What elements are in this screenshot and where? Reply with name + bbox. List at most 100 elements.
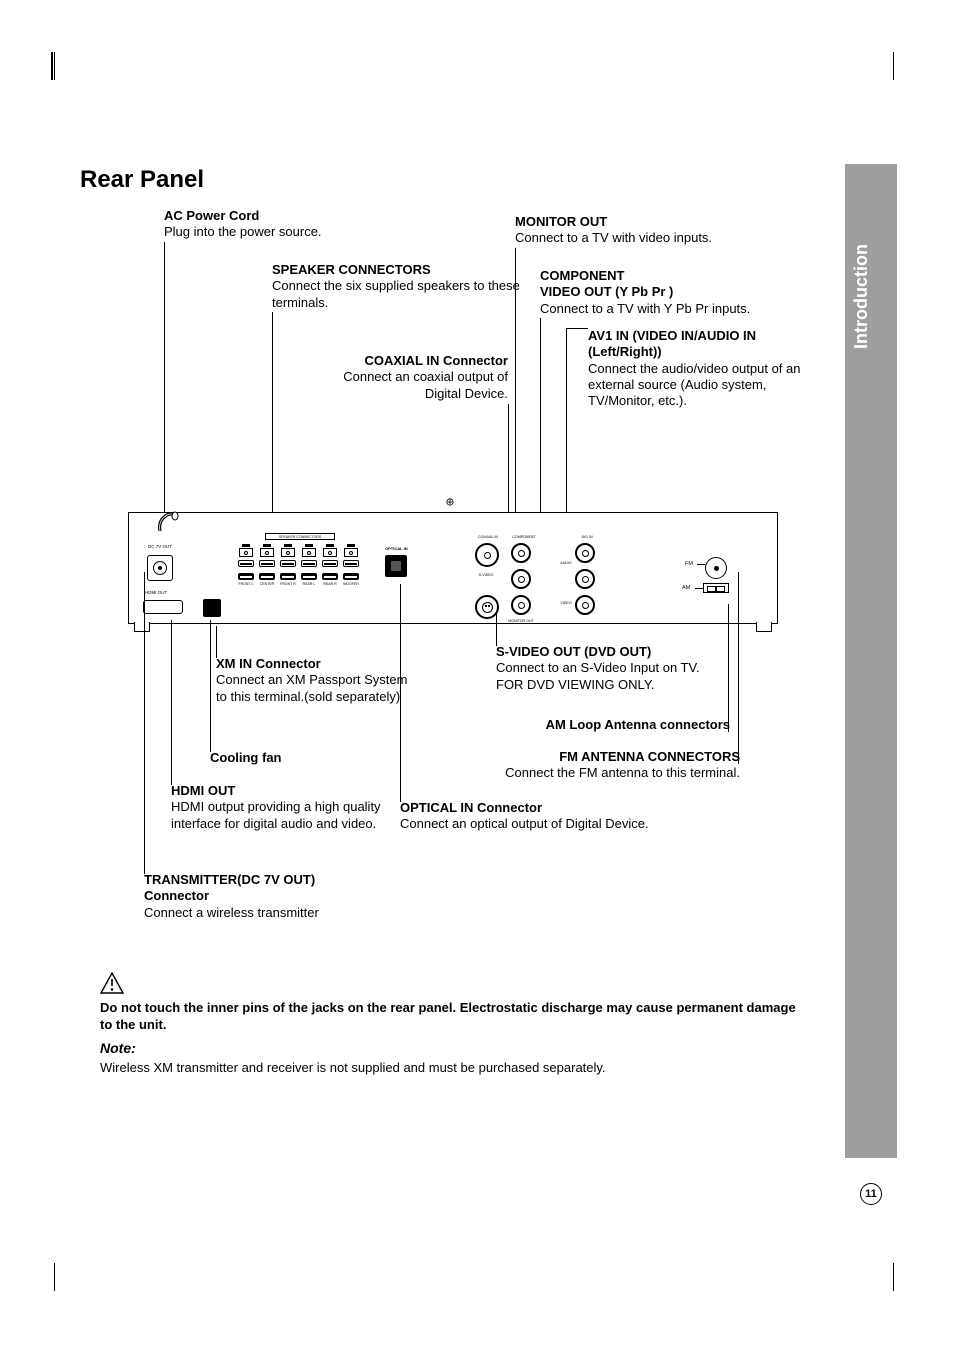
audio-label: AUDIO — [557, 561, 575, 565]
av1-label: AV1 IN — [573, 535, 601, 539]
spk-col-0: FRONT L — [239, 582, 254, 588]
spk-col-1: CENTER — [260, 582, 274, 588]
callout-fm: FM ANTENNA CONNECTORS Connect the FM ant… — [460, 749, 740, 782]
callout-monitor-out: MONITOR OUT Connect to a TV with video i… — [515, 214, 795, 247]
leader-am — [728, 604, 729, 732]
fm-title: FM ANTENNA CONNECTORS — [559, 749, 740, 764]
leader-tx — [144, 572, 145, 874]
component-pb-jack — [511, 569, 531, 589]
callout-hdmi: HDMI OUT HDMI output providing a high qu… — [171, 783, 391, 832]
component-title2: VIDEO OUT (Y Pb Pr ) — [540, 284, 673, 299]
am-terminals — [703, 583, 729, 593]
crop-mark-br — [866, 1263, 894, 1291]
optical-label: OPTICAL IN — [385, 546, 408, 551]
spk-col-2: FRONT R — [280, 582, 296, 588]
warning-icon — [100, 972, 124, 994]
callout-av1: AV1 IN (VIDEO IN/AUDIO IN (Left/Right)) … — [588, 328, 808, 409]
tx-body: Connect a wireless transmitter — [144, 905, 319, 920]
cooling-fan-icon — [203, 599, 221, 617]
side-tab-label: Introduction — [851, 244, 872, 349]
coax-jack — [475, 543, 499, 567]
av1-cluster: AV1 IN AUDIO VIDEO — [561, 539, 645, 625]
crop-mark-tr — [866, 52, 894, 80]
dc7v-jack — [147, 555, 173, 581]
rear-panel-diagram: DC 7V OUT HDMI OUT SPEAKER CONNECTORS FR… — [128, 498, 778, 638]
optical-body: Connect an optical output of Digital Dev… — [400, 816, 649, 831]
page-number: 11 — [860, 1183, 882, 1205]
monitor-title: MONITOR OUT — [515, 214, 607, 229]
callout-coax: COAXIAL IN Connector Connect an coaxial … — [304, 353, 508, 402]
side-tab: Introduction — [845, 164, 897, 1158]
leader-av1-h — [566, 328, 588, 329]
optical-jack — [385, 555, 407, 577]
panel-body: DC 7V OUT HDMI OUT SPEAKER CONNECTORS FR… — [128, 512, 778, 624]
panel-foot-r — [756, 622, 772, 632]
speaker-title: SPEAKER CONNECTORS — [272, 262, 431, 277]
note-label: Note: — [100, 1040, 136, 1056]
am-line — [695, 588, 703, 589]
power-cord-icon — [155, 509, 179, 533]
jack-cluster: COAXIAL IN S-VIDEO COMPONENT MONITOR OUT — [475, 539, 545, 625]
leader-fm — [738, 572, 739, 764]
callout-xm: XM IN Connector Connect an XM Passport S… — [216, 656, 416, 705]
leader-ac-power — [164, 242, 165, 514]
speaker-header: SPEAKER CONNECTORS — [265, 533, 335, 540]
leader-hdmi — [171, 620, 172, 785]
callout-ac-power: AC Power Cord Plug into the power source… — [164, 208, 424, 241]
panel-foot-l — [134, 622, 150, 632]
optical-title: OPTICAL IN Connector — [400, 800, 542, 815]
av1-audio-l-jack — [575, 543, 595, 563]
svideo-title: S-VIDEO OUT (DVD OUT) — [496, 644, 651, 659]
av1-body: Connect the audio/video output of an ext… — [588, 361, 801, 409]
antenna-block: FM AM — [685, 547, 765, 607]
fm-line — [697, 564, 705, 565]
speaker-body: Connect the six supplied speakers to the… — [272, 278, 520, 309]
component-y-jack — [511, 543, 531, 563]
svideo-label: S-VIDEO — [469, 573, 503, 577]
fm-coax-jack — [705, 557, 727, 579]
am-title: AM Loop Antenna connectors — [546, 717, 730, 732]
fan-title: Cooling fan — [210, 750, 282, 765]
crop-mark-bl — [54, 1263, 82, 1291]
spk-col-4: REAR R — [323, 582, 336, 588]
ac-power-body: Plug into the power source. — [164, 224, 322, 239]
callout-tx: TRANSMITTER(DC 7V OUT) Connector Connect… — [144, 872, 424, 921]
hdmi-label: HDMI OUT — [145, 590, 167, 595]
component-pr-jack — [511, 595, 531, 615]
spk-col-3: REAR L — [303, 582, 316, 588]
leader-svideo — [496, 614, 497, 646]
speaker-connectors-block: SPEAKER CONNECTORS FRONT L CENTER FRONT … — [237, 541, 361, 603]
ac-power-title: AC Power Cord — [164, 208, 259, 223]
av1-title2: (Left/Right)) — [588, 344, 662, 359]
callout-am: AM Loop Antenna connectors — [466, 717, 730, 733]
spk-col-5: WOOFER — [343, 582, 359, 588]
av1-title1: AV1 IN (VIDEO IN/AUDIO IN — [588, 328, 756, 343]
component-label: COMPONENT — [505, 535, 543, 539]
video-label: VIDEO — [557, 601, 575, 605]
am-label: AM — [682, 585, 690, 591]
callout-svideo: S-VIDEO OUT (DVD OUT) Connect to an S-Vi… — [496, 644, 730, 693]
monitor-body: Connect to a TV with video inputs. — [515, 230, 712, 245]
callout-optical: OPTICAL IN Connector Connect an optical … — [400, 800, 720, 833]
leader-xm — [216, 626, 217, 658]
callout-component: COMPONENT VIDEO OUT (Y Pb Pr ) Connect t… — [540, 268, 800, 317]
fm-body: Connect the FM antenna to this terminal. — [505, 765, 740, 780]
leader-optical — [400, 584, 401, 802]
callout-fan: Cooling fan — [210, 750, 360, 766]
coax-title: COAXIAL IN Connector — [365, 353, 509, 368]
component-title1: COMPONENT — [540, 268, 625, 283]
callout-speaker: SPEAKER CONNECTORS Connect the six suppl… — [272, 262, 522, 311]
component-body: Connect to a TV with Y Pb Pr inputs. — [540, 301, 750, 316]
svideo-body: Connect to an S-Video Input on TV. FOR D… — [496, 660, 700, 691]
hdmi-body: HDMI output providing a high quality int… — [171, 799, 381, 830]
screw-icon — [446, 498, 454, 506]
leader-speaker — [272, 312, 273, 528]
monitor-label: MONITOR OUT — [501, 619, 541, 623]
xm-body: Connect an XM Passport System to this te… — [216, 672, 407, 703]
hdmi-title: HDMI OUT — [171, 783, 235, 798]
av1-audio-r-jack — [575, 569, 595, 589]
leader-fan — [210, 620, 211, 752]
tx-title2: Connector — [144, 888, 209, 903]
coax-label: COAXIAL IN — [473, 535, 503, 539]
crop-mark-tl — [54, 52, 82, 80]
